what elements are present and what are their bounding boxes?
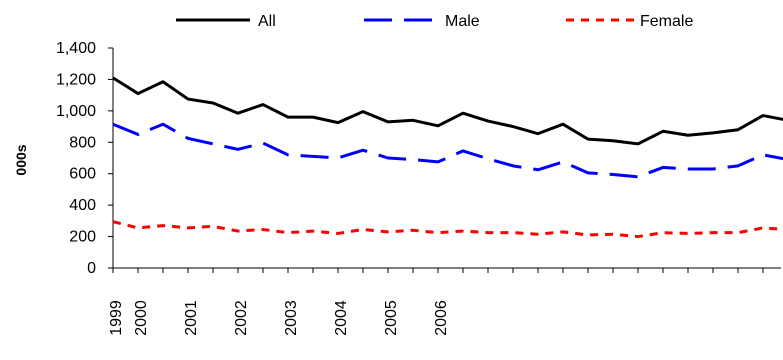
series-all: [112, 76, 783, 146]
y-tick-label-800: 800: [69, 134, 96, 151]
series-lines: [112, 76, 783, 239]
legend: All Male Female: [176, 13, 693, 30]
y-axis-title: 000s: [13, 144, 29, 175]
series-female: [112, 220, 783, 239]
legend-label-female: Female: [640, 13, 693, 30]
legend-item-female: Female: [566, 13, 693, 30]
series-line-female: [112, 220, 783, 239]
y-tick-label-1-200: 1,200: [56, 71, 96, 88]
y-tick-label-200: 200: [69, 229, 96, 246]
y-tick-label-1-000: 1,000: [56, 103, 96, 120]
x-tick-label-2006: 2006: [433, 300, 450, 336]
legend-label-all: All: [258, 13, 276, 30]
legend-item-all: All: [176, 13, 276, 30]
y-tick-label-600: 600: [69, 166, 96, 183]
x-tick-label-2005: 2005: [383, 300, 400, 336]
series-line-male: [112, 122, 783, 179]
x-tick-label-2004: 2004: [333, 300, 350, 336]
x-tick-label-2002: 2002: [233, 300, 250, 336]
series-line-all: [112, 76, 783, 146]
legend-label-male: Male: [445, 13, 480, 30]
y-tick-label-0: 0: [87, 260, 96, 277]
axes: [108, 47, 781, 273]
x-tick-label-2003: 2003: [283, 300, 300, 336]
series-male: [112, 122, 783, 179]
x-tick-label-2000: 2000: [133, 300, 150, 336]
legend-item-male: Male: [364, 13, 480, 30]
tick-labels: 0 200 400 600 800 1,000 1,200 1,400 1999 2000 2001…: [13, 40, 450, 336]
x-tick-label-1999: 1999: [108, 300, 125, 336]
y-tick-label-400: 400: [69, 197, 96, 214]
y-tick-label-1-400: 1,400: [56, 40, 96, 57]
x-tick-label-2001: 2001: [183, 300, 200, 336]
